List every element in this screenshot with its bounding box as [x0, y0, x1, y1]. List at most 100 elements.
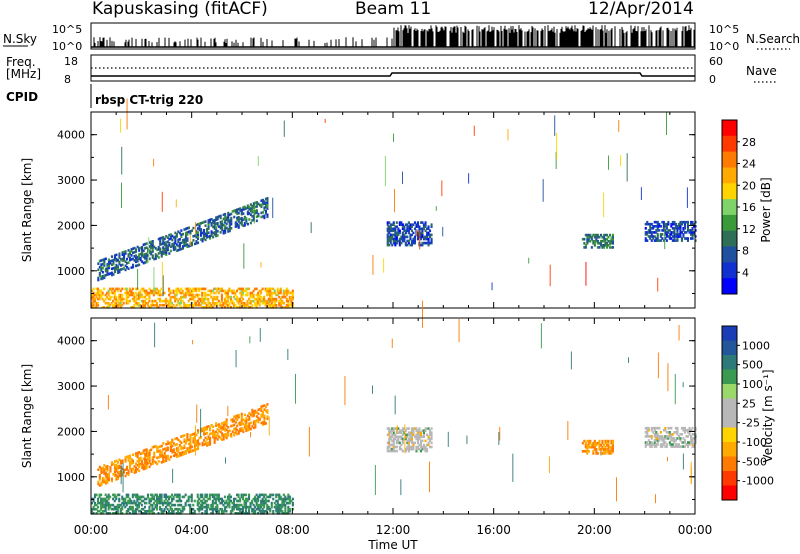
- velocity-cell: [205, 503, 208, 507]
- power-cell: [207, 306, 210, 309]
- power-cell: [267, 293, 270, 297]
- velocity-cell: [245, 427, 248, 430]
- velocity-cell: [656, 433, 659, 436]
- power-cell: [239, 299, 242, 303]
- velocity-cell: [668, 435, 671, 438]
- power-cell: [272, 297, 275, 301]
- velocity-cell: [252, 507, 255, 511]
- power-cell: [202, 299, 205, 303]
- velocity-cell: [251, 410, 254, 414]
- power-cell: [649, 237, 652, 240]
- velocity-cell: [649, 445, 652, 448]
- power-cell: [647, 222, 650, 226]
- power-cell: [149, 306, 152, 309]
- velocity-cell: [198, 442, 201, 446]
- velocity-cell: [165, 443, 168, 446]
- power-cell: [680, 231, 683, 234]
- power-cell: [230, 218, 233, 222]
- velocity-cell: [418, 435, 421, 439]
- power-cell: [124, 252, 127, 255]
- velocity-cell: [101, 505, 104, 509]
- power-speckle: [555, 151, 557, 169]
- velocity-cell: [112, 503, 115, 507]
- velocity-cell: [233, 419, 236, 423]
- power-speckle: [626, 153, 628, 182]
- velocity-cell: [118, 458, 121, 462]
- velocity-cell: [664, 445, 667, 448]
- velocity-cell: [260, 407, 263, 410]
- power-cell: [162, 299, 165, 303]
- velocity-cell: [422, 433, 425, 437]
- power-cell: [162, 250, 165, 253]
- power-cell: [216, 295, 219, 299]
- power-cell: [391, 233, 394, 237]
- power-cell: [694, 229, 697, 232]
- power-cell: [174, 297, 177, 301]
- velocity-cell: [152, 501, 155, 505]
- velocity-cell: [123, 469, 126, 472]
- power-cell: [586, 237, 589, 241]
- velocity-cell: [175, 449, 178, 452]
- power-cell: [178, 301, 181, 305]
- power-cell: [691, 222, 694, 226]
- velocity-cell: [227, 426, 230, 429]
- velocity-cell: [664, 441, 667, 444]
- power-cell: [662, 239, 665, 242]
- power-cell: [659, 225, 662, 228]
- velocity-cell: [604, 445, 607, 449]
- power-cell: [221, 220, 224, 223]
- velocity-cell: [177, 438, 180, 442]
- velocity-cell: [127, 455, 130, 458]
- n-search-tick-top: 10^5: [709, 23, 739, 36]
- power-cell: [278, 303, 281, 307]
- power-cell: [394, 231, 397, 235]
- velocity-cell: [222, 427, 225, 431]
- power-cell: [229, 289, 232, 293]
- power-cell: [693, 233, 696, 236]
- velocity-cell: [166, 512, 169, 515]
- power-cell: [157, 291, 160, 295]
- power-cell: [270, 295, 273, 299]
- power-cell: [279, 299, 282, 303]
- power-cell: [273, 289, 276, 293]
- power-cell: [220, 295, 223, 299]
- power-cell: [662, 229, 665, 232]
- velocity-cell: [125, 503, 128, 507]
- velocity-cell: [193, 509, 196, 513]
- power-cell: [424, 229, 427, 233]
- power-cell: [237, 297, 240, 301]
- power-cell: [269, 293, 272, 297]
- velocity-cell: [199, 503, 202, 507]
- velocity-cell: [410, 441, 413, 445]
- power-cell: [202, 297, 205, 301]
- velocity-cell: [239, 499, 242, 503]
- velocity-cell: [168, 503, 171, 507]
- power-cell: [152, 303, 155, 307]
- power-cell: [291, 291, 294, 295]
- power-cell: [110, 273, 113, 277]
- power-cell: [394, 227, 397, 231]
- power-cell: [254, 201, 257, 205]
- velocity-cell: [421, 439, 424, 443]
- power-cell: [291, 295, 294, 299]
- power-cell: [180, 299, 183, 303]
- power-cell: [151, 301, 154, 305]
- velocity-cell: [180, 445, 183, 449]
- velocity-cell: [421, 447, 424, 451]
- power-cell: [146, 303, 149, 307]
- power-cell: [248, 287, 251, 291]
- velocity-cell: [136, 455, 139, 459]
- velocity-cell: [261, 410, 264, 414]
- power-cell: [285, 297, 288, 301]
- velocity-colorbar-segment: [722, 340, 737, 356]
- power-cell: [287, 306, 290, 309]
- velocity-cell: [391, 435, 394, 439]
- power-cell: [284, 295, 287, 299]
- power-cell: [266, 215, 269, 219]
- power-cell: [180, 291, 183, 295]
- velocity-speckle: [268, 416, 270, 436]
- velocity-cell: [595, 448, 598, 451]
- velocity-cell: [406, 445, 409, 449]
- velocity-cell: [165, 457, 168, 460]
- velocity-cell: [169, 455, 172, 459]
